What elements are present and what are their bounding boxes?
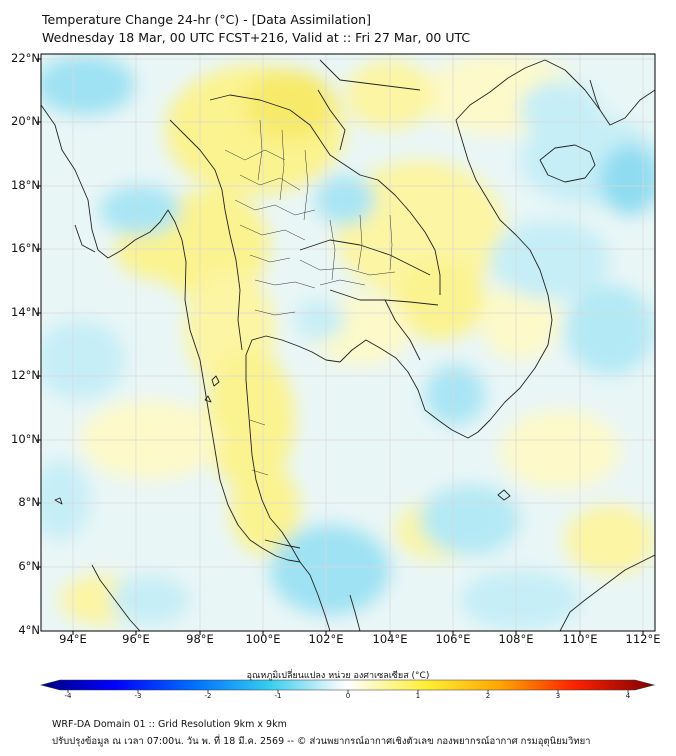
lon-label-96e: 96°E: [122, 632, 150, 646]
coastlines-borders: [41, 59, 655, 631]
map-title: Temperature Change 24-hr (°C) - [Data As…: [42, 12, 371, 27]
map-subtitle: Wednesday 18 Mar, 00 UTC FCST+216, Valid…: [42, 30, 471, 45]
lat-label-18n: 18°N: [11, 178, 40, 192]
colorbar-title: อุณหภูมิเปลี่ยนแปลง หน่วย องศาเซลเซียส (…: [246, 671, 430, 681]
lon-label-106e: 106°E: [435, 632, 471, 646]
colorbar-tick-label: 2: [485, 692, 491, 700]
colorbar-tick-label: 3: [555, 692, 561, 700]
colorbar-tick-label: -3: [134, 692, 142, 700]
lat-label-4n: 4°N: [18, 623, 40, 637]
graticule: [41, 54, 655, 631]
colorbar-tick-label: -1: [274, 692, 282, 700]
colorbar-tick-label: 1: [415, 692, 421, 700]
lat-label-14n: 14°N: [11, 305, 40, 319]
colorbar-tick-label: 0: [345, 692, 351, 700]
map-frame: [40, 53, 656, 632]
colorbar-ticks: [67, 690, 629, 693]
colorbar-tick-label: 4: [625, 692, 631, 700]
lon-label-112e: 112°E: [625, 632, 661, 646]
update-credit: ปรับปรุงข้อมูล ณ เวลา 07:00น. วัน พ. ที่…: [52, 736, 591, 747]
lon-label-108e: 108°E: [498, 632, 534, 646]
lat-label-22n: 22°N: [11, 51, 40, 65]
lon-label-104e: 104°E: [372, 632, 408, 646]
lon-label-100e: 100°E: [245, 632, 281, 646]
colorbar: [39, 679, 656, 691]
lon-label-110e: 110°E: [562, 632, 598, 646]
lat-label-16n: 16°N: [11, 241, 40, 255]
lon-label-94e: 94°E: [59, 632, 87, 646]
axis-ticks: [37, 58, 644, 635]
lat-label-12n: 12°N: [11, 368, 40, 382]
lat-label-8n: 8°N: [18, 495, 40, 509]
colorbar-tick-label: -2: [204, 692, 212, 700]
lat-label-6n: 6°N: [18, 559, 40, 573]
temperature-field: [41, 54, 655, 631]
province-borders: [224, 119, 396, 476]
colorbar-tick-label: -4: [64, 692, 72, 700]
lat-label-20n: 20°N: [11, 114, 40, 128]
lon-label-102e: 102°E: [308, 632, 344, 646]
lon-label-98e: 98°E: [186, 632, 214, 646]
model-info: WRF-DA Domain 01 :: Grid Resolution 9km …: [52, 719, 287, 730]
lat-label-10n: 10°N: [11, 432, 40, 446]
